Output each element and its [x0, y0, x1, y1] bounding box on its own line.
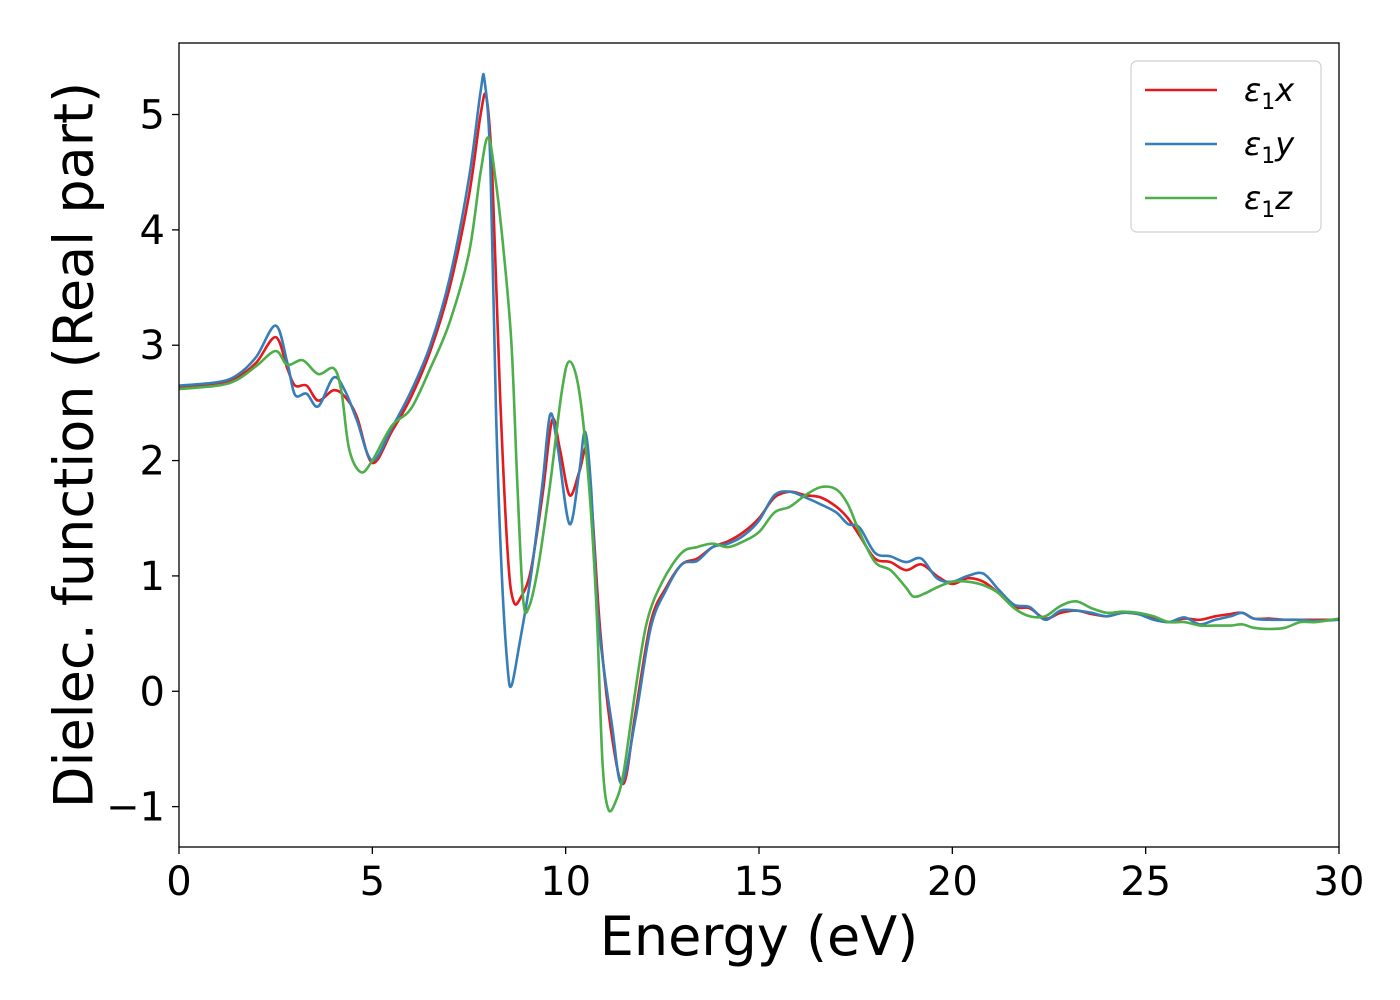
x-tick-label: 25	[1120, 859, 1171, 905]
y-axis-title: Dielec. function (Real part)	[43, 82, 106, 808]
y-axis: −1 0 1 2 3 4 5	[106, 93, 179, 831]
x-axis: 0 5 10 15 20 25 30	[166, 847, 1364, 905]
legend-label-eps1x: ε1x	[1244, 71, 1295, 115]
series-line-eps1y	[179, 72, 1339, 785]
series-layer	[179, 72, 1339, 813]
x-tick-label: 0	[166, 859, 191, 905]
x-axis-title: Energy (eV)	[600, 905, 919, 968]
legend-box	[1130, 60, 1322, 233]
x-tick-label: 15	[734, 859, 785, 905]
y-tick-label: −1	[106, 785, 165, 831]
x-tick-label: 5	[360, 859, 385, 905]
x-tick-label: 10	[540, 859, 591, 905]
y-tick-label: 1	[140, 554, 165, 600]
legend: ε1x ε1y ε1z	[1130, 60, 1322, 233]
y-tick-label: 0	[140, 669, 165, 715]
y-tick-label: 3	[140, 323, 165, 369]
y-tick-label: 5	[140, 93, 165, 139]
x-tick-label: 20	[927, 859, 978, 905]
y-tick-label: 2	[140, 439, 165, 485]
series-line-eps1z	[179, 136, 1339, 813]
y-tick-label: 4	[140, 208, 165, 254]
legend-label-eps1y: ε1y	[1244, 125, 1295, 169]
legend-label-eps1z: ε1z	[1244, 179, 1293, 223]
x-tick-label: 30	[1314, 859, 1365, 905]
